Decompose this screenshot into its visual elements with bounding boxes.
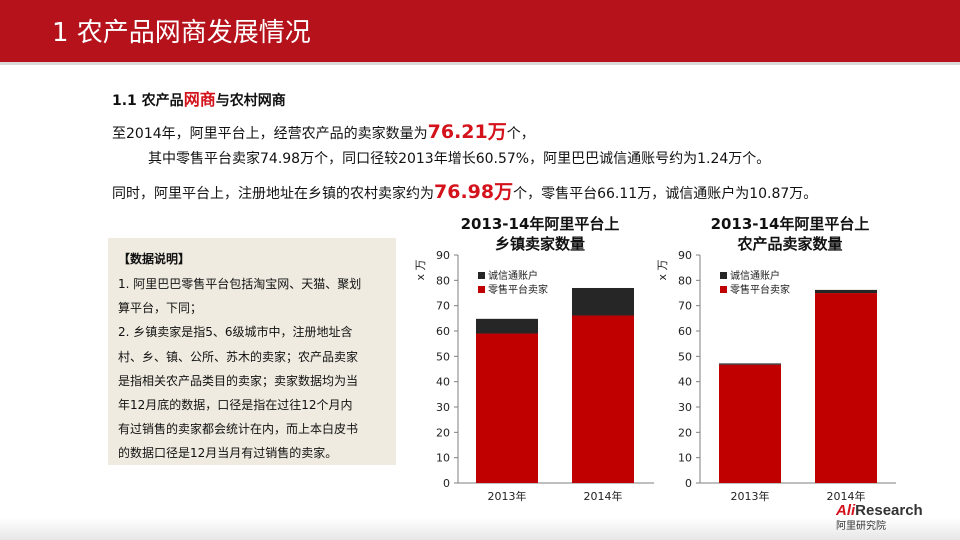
chart2-y-tick-label: 70 [678,300,692,313]
logo-text-cn: 阿里研究院 [836,521,886,532]
chart1-legend-label: 零售平台卖家 [488,283,548,296]
chart2-y-tick-label: 90 [678,249,692,262]
chart2-y-tick-label: 0 [685,477,692,490]
chart1-bar-chengxin [572,287,634,316]
note-line: 村、乡、镇、公所、苏木的卖家；农产品卖家 [118,349,359,364]
note-line: 是指相关农产品类目的卖家；卖家数据均为当 [118,373,359,388]
chart2-title-line1: 2013-14年阿里平台上 [710,215,870,233]
chart1-y-tick-label: 10 [436,452,450,465]
chart1-y-tick-label: 60 [436,325,450,338]
chart2-legend-swatch [720,286,727,293]
logo-text-en: AliResearch [836,502,923,519]
chart1-y-tick-label: 50 [436,350,450,363]
note-line: 有过销售的卖家都会统计在内，而上本白皮书 [118,422,359,437]
footer-band [0,518,960,540]
data-note-title: 【数据说明】 [118,252,191,266]
chart1-y-tick-label: 90 [436,249,450,262]
chart1-y-tick-label: 70 [436,300,450,313]
section-subtitle: 1.1 农产品网商与农村网商 [112,86,286,110]
data-note-lines: 1. 阿里巴巴零售平台包括淘宝网、天猫、聚划 算平台，下同； 2. 乡镇卖家是指… [118,272,398,466]
chart2-y-tick-label: 60 [678,325,692,338]
chart2-legend-label: 诚信通账户 [730,269,780,282]
logo-ali: Ali [836,502,856,519]
chart1-title: 2013-14年阿里平台上 乡镇卖家数量 [430,214,650,254]
line1-text-a: 至2014年，阿里平台上，经营农产品的卖家数量为 [112,126,428,142]
chart2-y-tick-label: 40 [678,376,692,389]
chart2-x-tick-label: 2013年 [731,489,770,503]
chart1-title-line1: 2013-14年阿里平台上 [460,215,620,233]
page-title: 1 农产品网商发展情况 [52,18,311,48]
chart2-bar-retail [719,364,781,483]
chart2-y-tick-label: 30 [678,401,692,414]
chart1-y-tick-label: 30 [436,401,450,414]
chart2-legend-label: 零售平台卖家 [730,283,790,296]
note-line: 的数据口径是12月当月有过销售的卖家。 [118,446,338,461]
subtitle-prefix: 1.1 农产品 [112,93,184,109]
chart1-legend-label: 诚信通账户 [488,269,538,282]
chart2-bar-retail [815,293,877,483]
chart1-x-tick-label: 2014年 [584,489,623,503]
chart1-y-tick-label: 80 [436,274,450,287]
chart1-bar-retail [476,333,538,483]
data-note-box [108,238,396,465]
note-line: 算平台，下同； [118,301,203,316]
note-line: 1. 阿里巴巴零售平台包括淘宝网、天猫、聚划 [118,277,362,291]
note-line: 年12月底的数据，口径是指在过往12个月内 [118,398,353,413]
chart2-y-tick-label: 50 [678,350,692,363]
line1-text-c: 个， [506,126,535,142]
note-line: 2. 乡镇卖家是指5、6级城市中，注册地址含 [118,325,353,340]
chart1-y-tick-label: 20 [436,426,450,439]
chart1-bar-chengxin [476,318,538,334]
chart2-y-tick-label: 80 [678,274,692,287]
chart1-x-tick-label: 2013年 [488,489,527,503]
chart1-legend-swatch [478,272,485,279]
chart2-bar-chengxin [815,289,877,294]
line3-highlight: 76.98万 [434,181,514,203]
chart2-x-tick-label: 2014年 [827,489,866,503]
chart2-y-tick-label: 10 [678,452,692,465]
line3-text-a: 同时，阿里平台上，注册地址在乡镇的农村卖家约为 [112,186,434,202]
chart1-y-tick-label: 0 [443,477,450,490]
paragraph-line-3: 同时，阿里平台上，注册地址在乡镇的农村卖家约为76.98万个，零售平台66.11… [112,177,817,204]
chart1-y-label: x 万 [414,259,427,280]
paragraph-line-2: 其中零售平台卖家74.98万个，同口径较2013年增长60.57%，阿里巴巴诚信… [148,151,771,167]
chart2-bar-chengxin [719,363,781,365]
chart2-y-tick-label: 20 [678,426,692,439]
chart2-legend-swatch [720,272,727,279]
line1-highlight: 76.21万 [427,121,507,143]
chart1-title-line2: 乡镇卖家数量 [494,235,585,253]
header-bar: 1 农产品网商发展情况 [0,0,960,62]
aliresearch-logo: AliResearch 阿里研究院 [836,502,923,532]
chart1-y-tick-label: 40 [436,376,450,389]
logo-research: Research [855,502,923,519]
chart1-bar-retail [572,315,634,483]
subtitle-highlight: 网商 [183,90,216,109]
chart2-y-label: x 万 [656,259,669,280]
chart2-title: 2013-14年阿里平台上 农产品卖家数量 [680,214,900,254]
chart1-legend-swatch [478,286,485,293]
subtitle-suffix: 与农村网商 [215,93,286,109]
paragraph-line-1: 至2014年，阿里平台上，经营农产品的卖家数量为76.21万个， [112,117,535,144]
line3-text-c: 个，零售平台66.11万，诚信通账户为10.87万。 [513,186,818,202]
header-divider [0,62,960,65]
chart2-title-line2: 农产品卖家数量 [737,235,843,253]
